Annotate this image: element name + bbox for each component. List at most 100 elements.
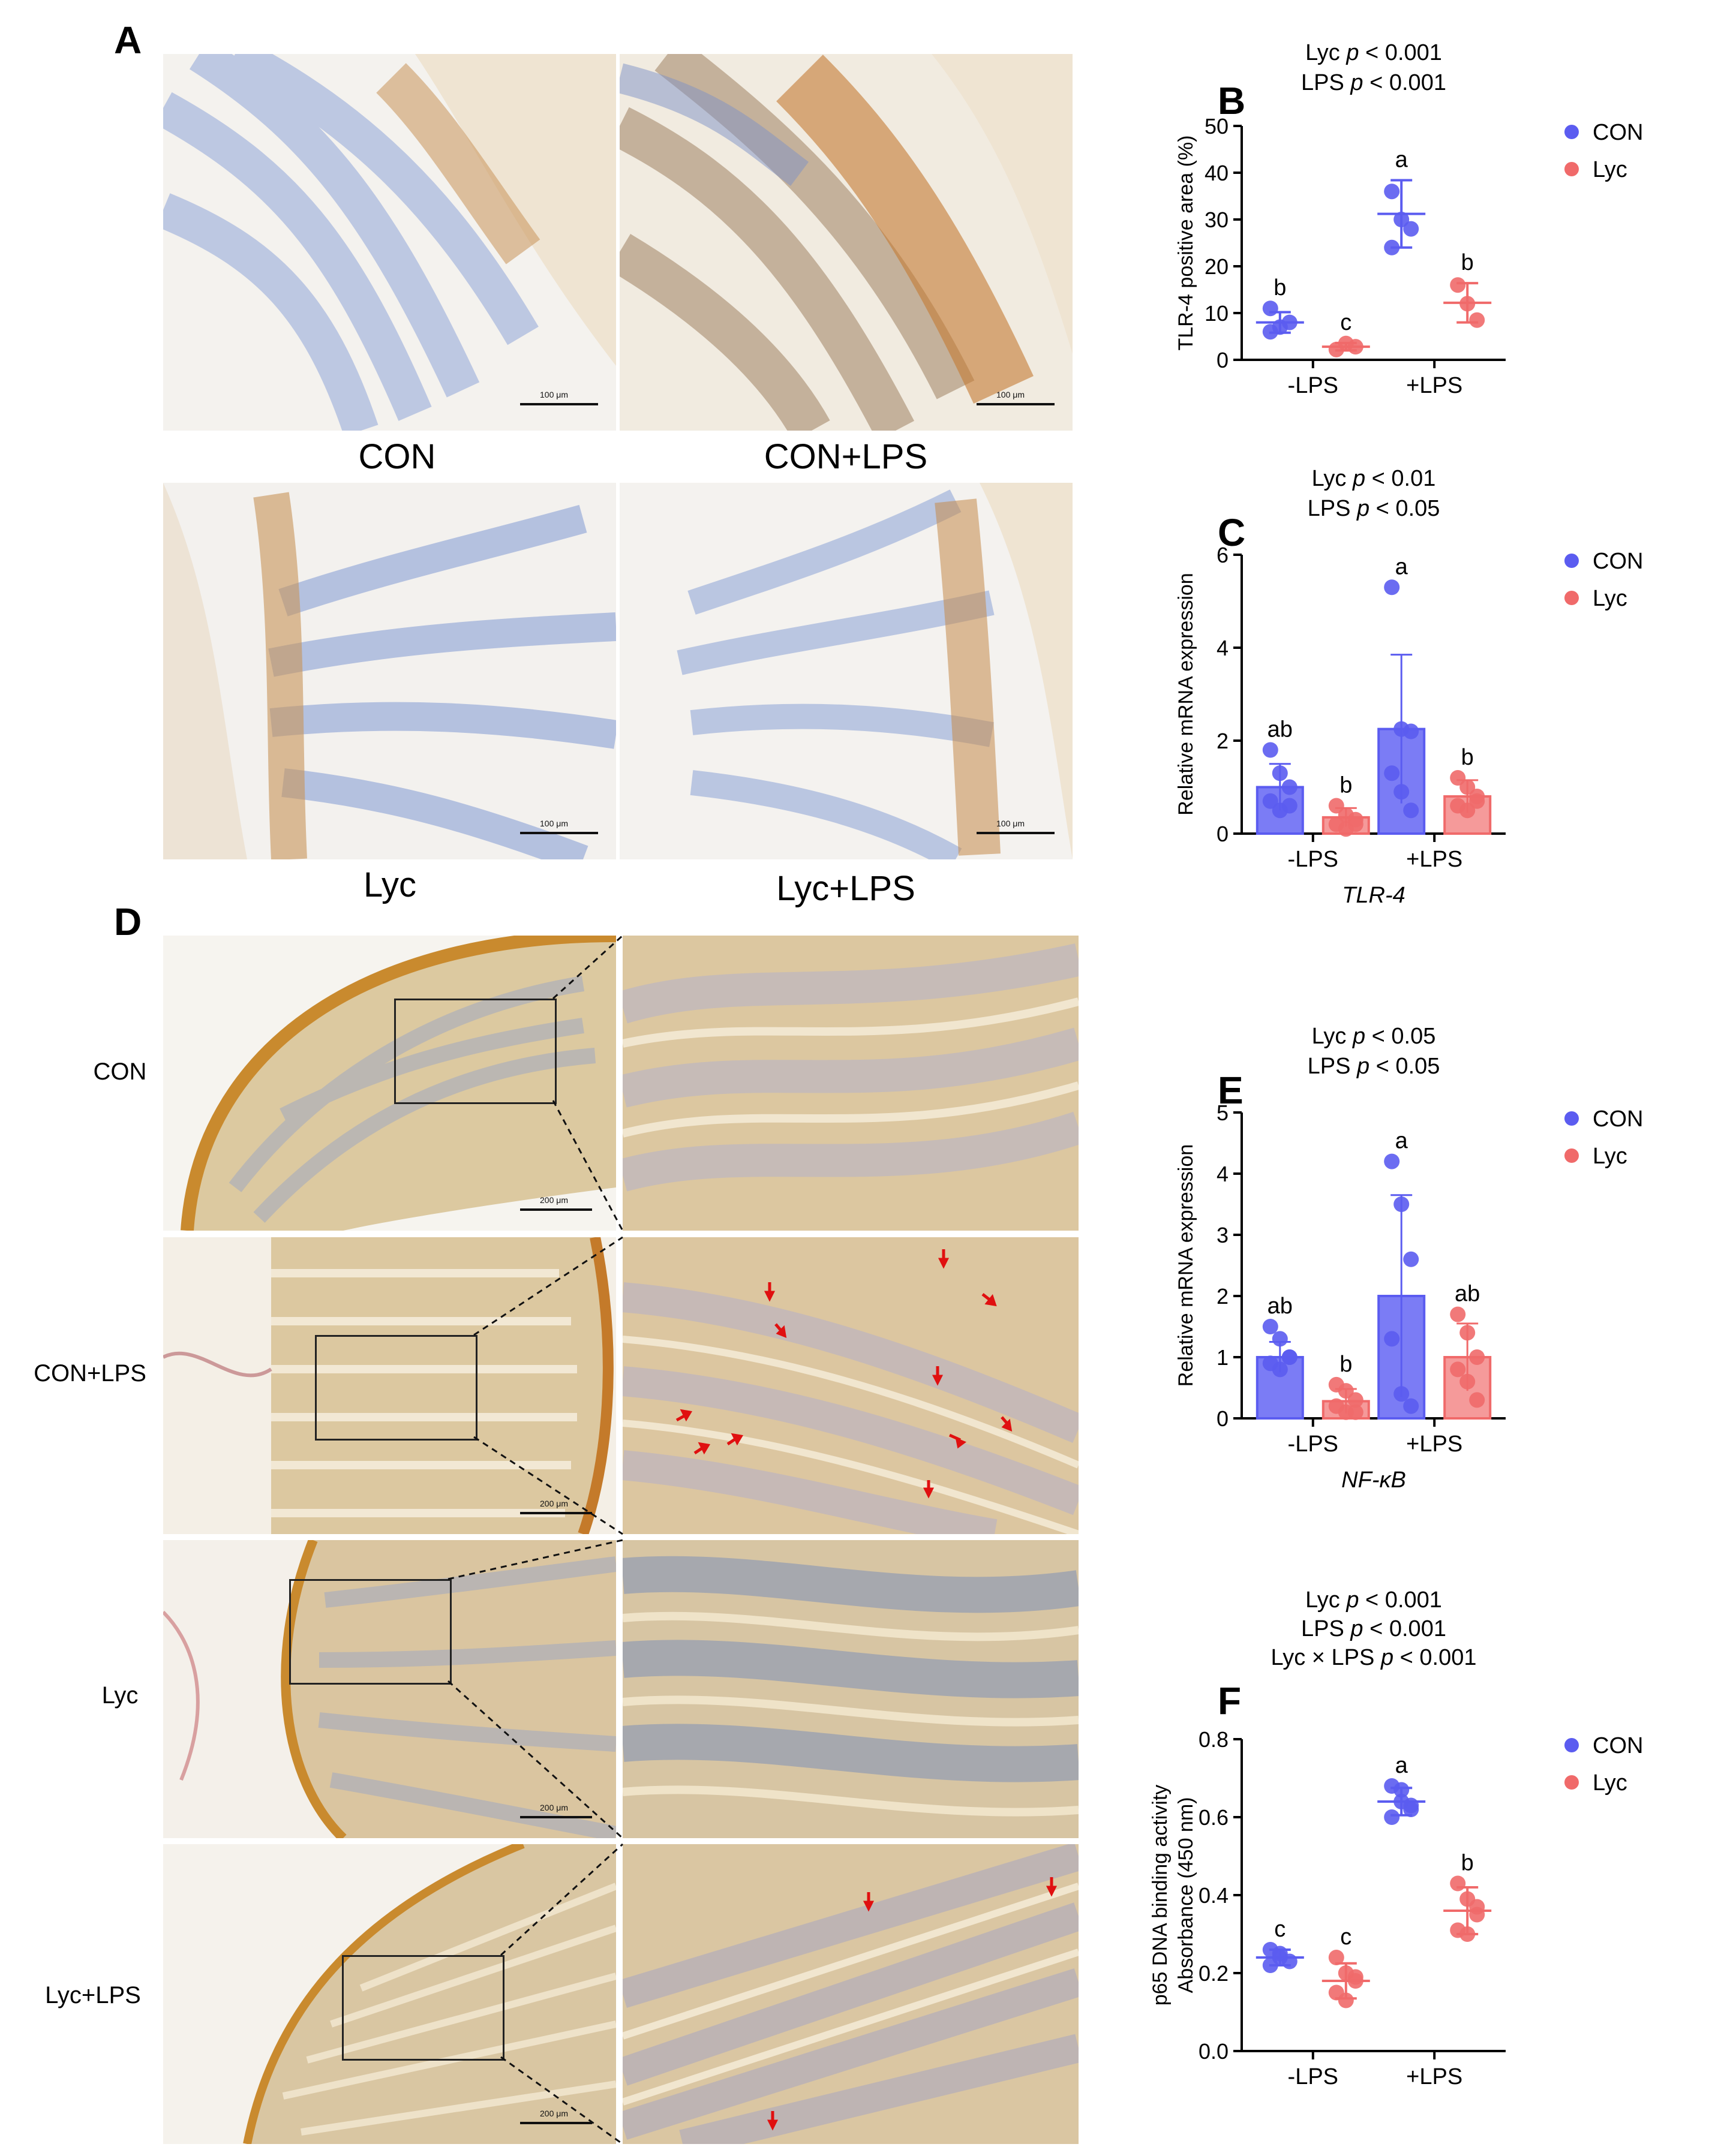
data-point [1272, 765, 1288, 781]
data-point [1459, 1373, 1476, 1390]
y-tick-label: 0.8 [1199, 1727, 1229, 1752]
legend-label: Lyc [1593, 157, 1627, 182]
y-axis-label: Relative mRNA expression [1175, 1144, 1197, 1387]
ihc-zoom-con-lps [623, 1237, 1079, 1534]
data-point [1459, 296, 1476, 312]
stat-line: Lyc p < 0.05 [1312, 1024, 1436, 1049]
stat-line: Lyc p < 0.001 [1305, 1587, 1442, 1613]
data-point [1450, 1361, 1466, 1378]
legend-label: CON [1593, 1106, 1643, 1132]
legend-label: CON [1593, 549, 1643, 574]
x-tick-label: +LPS [1406, 1432, 1462, 1457]
significance-letter: a [1395, 1129, 1408, 1154]
y-axis-label: Relative mRNA expression [1175, 573, 1197, 815]
y-tick-label: 0 [1217, 348, 1229, 372]
significance-letter: c [1340, 1925, 1351, 1950]
legend-marker [1564, 162, 1579, 176]
data-point [1347, 339, 1363, 355]
y-tick-label: 1 [1217, 1345, 1229, 1370]
ihc-zoom-con [623, 936, 1079, 1231]
ihc-overview-lyc: 200 μm [163, 1540, 616, 1838]
data-point [1347, 1404, 1363, 1420]
row-label-con: CON [93, 1059, 147, 1085]
stat-line: LPS p < 0.05 [1308, 1054, 1440, 1079]
data-point [1281, 779, 1297, 795]
panel-label-d: D [114, 900, 142, 943]
x-axis-label: TLR-4 [1342, 883, 1405, 908]
data-point [1384, 1809, 1400, 1825]
chart-panel-c: Lyc p < 0.01 LPS p < 0.05 C 0 2 4 6 -LPS +LPS Rel… [1175, 466, 1643, 908]
data-point [1469, 793, 1485, 809]
x-tick-label: -LPS [1288, 847, 1338, 872]
scale-text: 200 μm [540, 1195, 568, 1205]
data-point [1262, 324, 1278, 340]
y-axis-label-2: Absorbance (450 nm) [1175, 1797, 1197, 1993]
significance-letter: ab [1268, 717, 1293, 742]
row-label-lyc-lps: Lyc+LPS [45, 1982, 141, 2008]
data-point [1469, 1392, 1485, 1408]
legend-marker [1564, 125, 1579, 139]
data-point [1262, 1319, 1278, 1334]
significance-letter: b [1339, 1352, 1352, 1377]
data-point [1281, 798, 1297, 814]
data-point [1338, 1992, 1354, 2008]
data-point [1469, 312, 1485, 328]
panel-label: E [1218, 1069, 1244, 1112]
data-point [1262, 793, 1278, 809]
data-point [1262, 742, 1278, 758]
data-point [1328, 1950, 1344, 1965]
data-point [1469, 1349, 1485, 1365]
caption-con: CON [358, 437, 436, 476]
significance-letter: ab [1268, 1294, 1293, 1319]
data-point [1281, 1349, 1297, 1365]
stat-line: LPS p < 0.001 [1301, 1616, 1446, 1641]
y-tick-label: 6 [1217, 543, 1229, 567]
caption-lyc: Lyc [363, 865, 417, 904]
legend-label: Lyc [1593, 586, 1627, 611]
y-tick-label: 40 [1205, 161, 1229, 185]
y-tick-label: 10 [1205, 301, 1229, 326]
data-point [1384, 579, 1400, 596]
y-tick-label: 0 [1217, 1406, 1229, 1431]
data-point [1403, 1802, 1419, 1817]
data-point [1272, 1331, 1288, 1347]
ihc-zoom-lyc [623, 1540, 1079, 1838]
chart-panel-e: Lyc p < 0.05 LPS p < 0.05 E 0 1 2 3 4 5 -LPS +LPS R… [1175, 1024, 1643, 1493]
panel-label: B [1218, 79, 1245, 122]
y-tick-label: 0 [1217, 822, 1229, 846]
chart-panel-f: Lyc p < 0.001 LPS p < 0.001 Lyc × LPS p < … [1149, 1587, 1643, 2089]
y-tick-label: 0.6 [1199, 1805, 1229, 1830]
legend-marker [1564, 1111, 1579, 1126]
y-tick-label: 4 [1217, 1162, 1229, 1186]
significance-letter: b [1461, 1851, 1474, 1876]
y-tick-label: 5 [1217, 1100, 1229, 1125]
y-tick-label: 20 [1205, 254, 1229, 279]
legend-label: Lyc [1593, 1144, 1627, 1169]
x-tick-label: +LPS [1406, 2064, 1462, 2089]
data-point [1281, 314, 1297, 330]
data-point [1384, 1331, 1400, 1347]
row-label-lyc: Lyc [101, 1682, 139, 1709]
stat-line: Lyc p < 0.01 [1312, 466, 1436, 491]
data-point [1347, 1392, 1363, 1408]
y-tick-label: 50 [1205, 114, 1229, 139]
micrograph-lyc: 100 μm [163, 483, 616, 859]
significance-letter: a [1395, 147, 1408, 172]
data-point [1393, 1196, 1410, 1212]
legend-marker [1564, 554, 1579, 568]
chart-panel-b: Lyc p < 0.001 LPS p < 0.001 B 0 10 20 30 40 50 -L… [1175, 40, 1643, 398]
panel-label: C [1218, 511, 1245, 554]
data-point [1272, 1950, 1288, 1965]
legend-label: CON [1593, 120, 1643, 145]
data-point [1403, 221, 1419, 237]
data-point [1403, 1398, 1419, 1414]
micrograph-con: 100 μm [163, 54, 616, 431]
x-tick-label: +LPS [1406, 373, 1462, 398]
y-tick-label: 4 [1217, 636, 1229, 660]
data-point [1393, 784, 1410, 800]
y-tick-label: 0.2 [1199, 1961, 1229, 1986]
data-point [1262, 300, 1278, 317]
data-point [1450, 1875, 1466, 1892]
ihc-zoom-lyc-lps [623, 1844, 1079, 2144]
